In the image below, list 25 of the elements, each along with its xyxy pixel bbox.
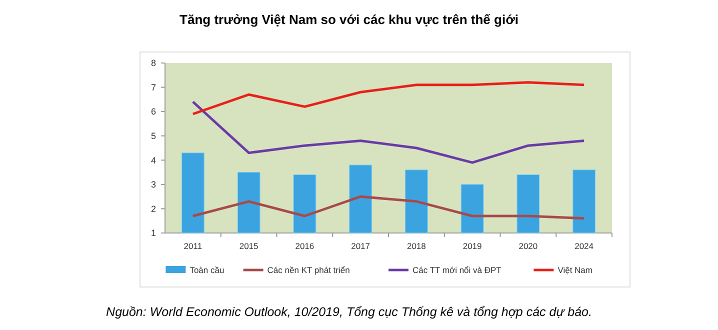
legend-label: Việt Nam bbox=[558, 264, 593, 275]
legend-label: Các TT mới nổi và ĐPT bbox=[412, 264, 502, 275]
x-tick-label: 2017 bbox=[351, 241, 370, 251]
y-tick-label: 4 bbox=[150, 155, 156, 166]
legend-label: Các nền KT phát triển bbox=[267, 264, 350, 275]
text: Nguồn: World Economic Outlook, 10/2019, Tổng cục Thống kê và tổng hợp các dự báo. bbox=[106, 305, 592, 319]
x-tick-label: 2018 bbox=[406, 241, 426, 251]
y-tick-label: 5 bbox=[150, 131, 156, 142]
line-series bbox=[192, 100, 586, 164]
x-tick-label: 2011 bbox=[184, 241, 202, 251]
x-tick-label: 2016 bbox=[295, 241, 314, 251]
line-series bbox=[192, 81, 586, 116]
y-tick-label: 6 bbox=[150, 106, 156, 117]
x-tick-label: 2019 bbox=[462, 241, 482, 251]
y-tick-label: 7 bbox=[150, 82, 156, 92]
y-tick-label: 8 bbox=[150, 58, 156, 68]
y-tick-label: 3 bbox=[150, 180, 156, 190]
line-series bbox=[192, 195, 586, 220]
y-tick-label: 2 bbox=[150, 204, 156, 214]
x-tick-label: 2020 bbox=[518, 241, 538, 251]
legend-label: Toàn cầu bbox=[190, 264, 224, 275]
x-tick-label: 2015 bbox=[239, 241, 259, 251]
chart-title: Tăng trưởng Việt Nam so với các khu vực trên thế giới bbox=[180, 12, 518, 27]
y-tick-label: 1 bbox=[150, 228, 156, 238]
x-tick-label: 2024 bbox=[574, 241, 594, 251]
